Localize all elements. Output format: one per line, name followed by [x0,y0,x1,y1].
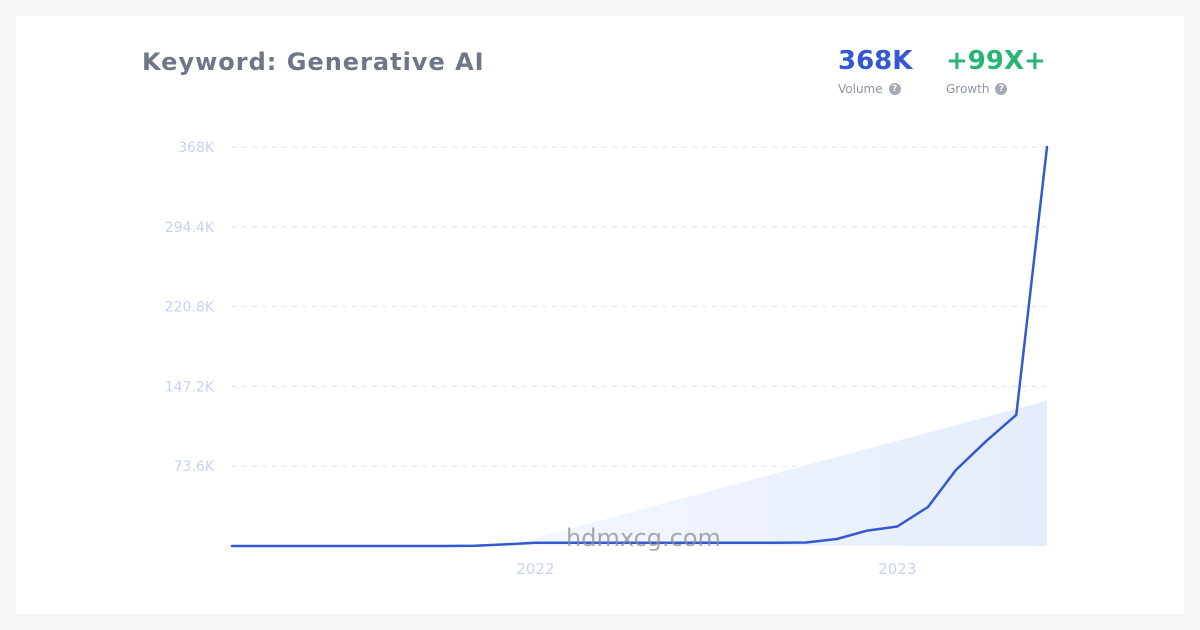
line-layer [230,145,1049,548]
growth-help-icon[interactable]: ? [995,83,1008,95]
series-line [230,145,1049,548]
y-tick-label-4: 294.4K [165,220,215,236]
chart-card: 73.6K 147.2K 220.8K 294.4K 368K 2022 2023 Key… [16,16,1184,614]
growth-label-row: Growth ? [946,82,1046,96]
y-tick-label-2: 147.2K [165,379,215,395]
volume-label: Volume [838,82,883,96]
volume-stat: 368K Volume ? [838,46,912,96]
trend-layer [504,400,1047,546]
x-tick-label-0: 2022 [516,560,554,578]
volume-help-icon[interactable]: ? [888,83,901,95]
page-title: Keyword: Generative AI [142,48,485,76]
grid-layer [232,146,1047,467]
watermark: hdmxcg.com [566,524,721,552]
growth-value: +99X+ [946,46,1046,76]
y-tick-label-5: 368K [178,140,215,156]
growth-stat: +99X+ Growth ? [946,46,1046,96]
y-tick-label-1: 73.6K [174,459,215,475]
volume-value: 368K [838,46,913,76]
y-axis: 73.6K 147.2K 220.8K 294.4K 368K [165,140,215,475]
y-tick-label-3: 220.8K [165,300,215,316]
trend-chart: 73.6K 147.2K 220.8K 294.4K 368K 2022 2023 [165,140,1049,578]
x-tick-label-1: 2023 [878,560,916,578]
growth-label: Growth [946,82,990,96]
x-axis: 2022 2023 [516,560,916,578]
volume-label-row: Volume ? [838,82,912,96]
trend-area [504,400,1047,546]
